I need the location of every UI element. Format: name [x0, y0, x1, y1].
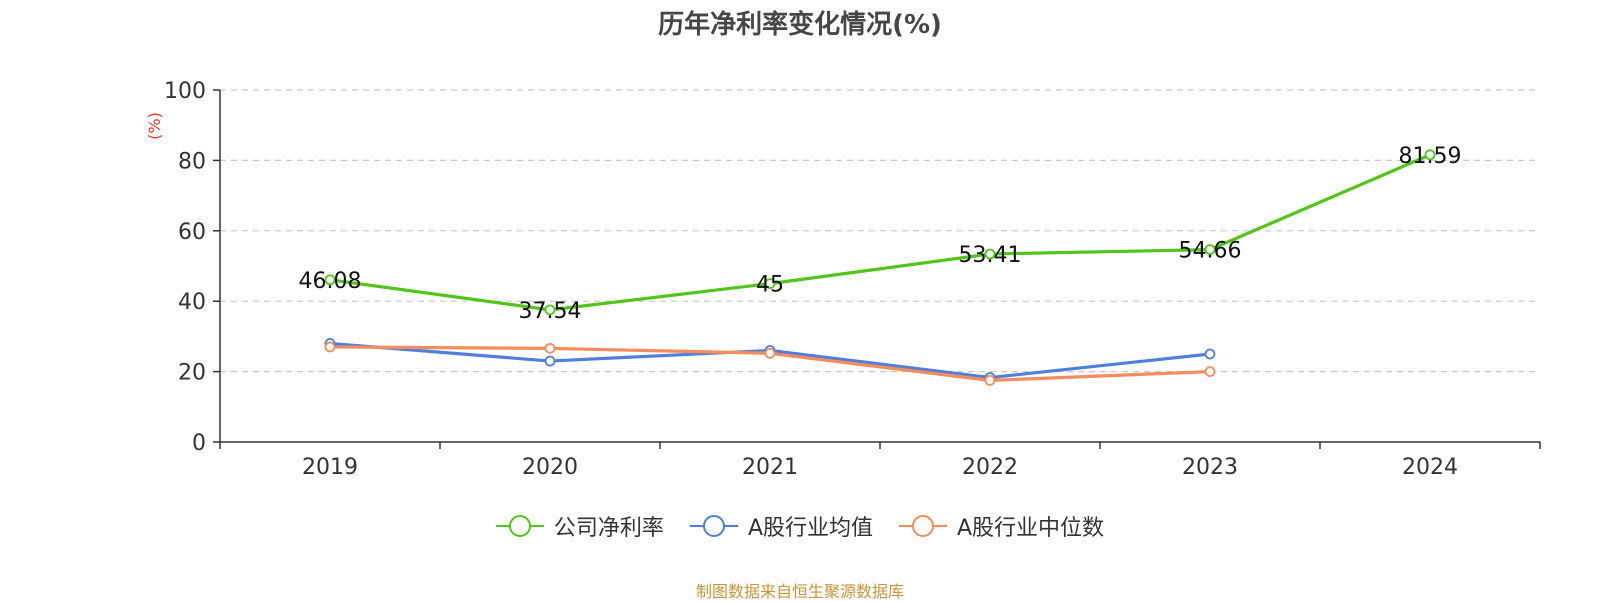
data-label: 46.08 — [299, 269, 362, 294]
legend-marker-icon — [495, 515, 544, 537]
legend: 公司净利率 A股行业均值 A股行业中位数 — [0, 508, 1600, 544]
data-point — [324, 274, 336, 286]
data-point — [764, 347, 776, 359]
data-point — [544, 304, 556, 316]
legend-marker-icon — [899, 515, 947, 537]
x-tick-label: 2022 — [962, 455, 1018, 480]
data-point — [984, 248, 996, 260]
series-line — [329, 153, 1431, 312]
legend-item[interactable]: A股行业均值 — [689, 510, 873, 542]
data-label: 45 — [756, 273, 784, 298]
data-point — [544, 355, 556, 367]
legend-item[interactable]: 公司净利率 — [495, 510, 664, 542]
data-label-layer: 46.08 37.54 45 53.41 54.66 81.59 — [299, 144, 1462, 324]
x-tick-label: 2020 — [522, 455, 578, 480]
series-layer — [324, 149, 1436, 386]
data-label: 81.59 — [1399, 144, 1462, 169]
y-tick-label: 40 — [178, 290, 206, 315]
legend-item[interactable]: A股行业中位数 — [899, 510, 1104, 542]
data-point — [1204, 366, 1216, 378]
data-point — [1424, 149, 1436, 161]
grid-layer — [220, 89, 1540, 373]
y-tick-label: 0 — [192, 431, 206, 456]
data-point — [764, 278, 776, 290]
legend-label: 公司净利率 — [553, 516, 664, 541]
data-point — [324, 341, 336, 353]
y-tick-label: 20 — [178, 361, 206, 386]
data-label: 37.54 — [519, 299, 582, 324]
legend-label: A股行业中位数 — [957, 516, 1105, 541]
chart-title: 历年净利率变化情况(%) — [658, 10, 942, 40]
x-tick-label: 2024 — [1402, 455, 1458, 480]
data-label: 53.41 — [959, 243, 1022, 268]
data-point — [544, 342, 556, 354]
data-point — [1204, 348, 1216, 360]
data-point — [1204, 244, 1216, 255]
x-tick-label: 2023 — [1182, 455, 1238, 480]
legend-marker-icon — [689, 515, 738, 537]
y-tick-label: 80 — [178, 149, 206, 174]
x-tick-label: 2021 — [742, 455, 798, 480]
y-axis-label: (%) — [145, 112, 164, 140]
axis-layer: 0 20 40 60 80 100 2019 2020 2021 2022 2023 2024 — [164, 79, 1541, 480]
source-note: 制图数据来自恒生聚源数据库 — [695, 582, 904, 601]
data-point — [984, 374, 996, 386]
x-tick-label: 2019 — [302, 455, 358, 480]
data-label: 54.66 — [1179, 239, 1242, 264]
y-tick-label: 100 — [164, 79, 206, 104]
y-tick-label: 60 — [178, 220, 206, 245]
legend-label: A股行业均值 — [747, 516, 873, 541]
